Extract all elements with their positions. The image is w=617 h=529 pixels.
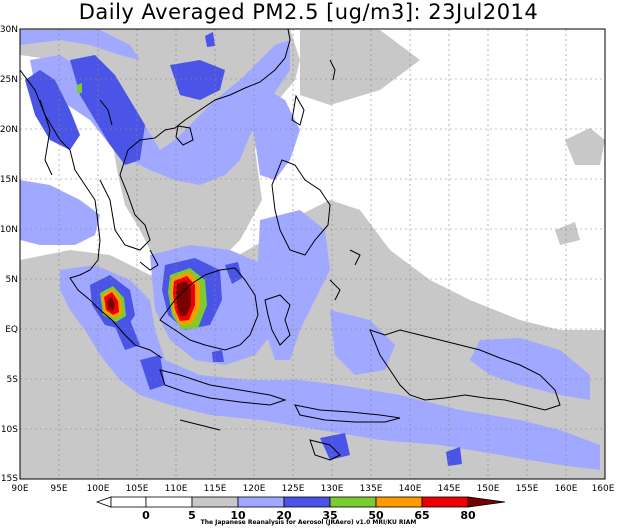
lon-label: 100E <box>87 484 110 494</box>
lon-label: 95E <box>50 484 67 494</box>
lat-label: 15S <box>1 474 18 484</box>
lon-label: 90E <box>11 484 28 494</box>
lon-label: 160E <box>555 484 578 494</box>
colorbar-segment <box>283 496 331 508</box>
grid-lines <box>20 29 605 479</box>
lat-label: 5N <box>6 275 18 285</box>
longitude-labels: 90E 95E 100E 105E 110E 115E 120E 125E 13… <box>11 484 577 494</box>
lon-label: 130E <box>321 484 344 494</box>
lat-label: 30N <box>0 25 18 35</box>
colorbar-segment <box>191 496 239 508</box>
coastlines <box>20 29 561 461</box>
lon-label: 135E <box>360 484 383 494</box>
colorbar-segment <box>237 496 285 508</box>
pm25-fields <box>20 29 605 479</box>
colorbar-label: 35 <box>322 509 337 522</box>
colorbar: 0 5 10 20 35 50 65 80 <box>95 496 506 522</box>
lat-label: 20N <box>0 125 18 135</box>
lat-label: 25N <box>0 75 18 85</box>
colorbar-segment <box>421 496 469 508</box>
lon-label: 105E <box>126 484 149 494</box>
colorbar-label: 5 <box>188 509 196 522</box>
colorbar-label: 80 <box>460 509 476 522</box>
colorbar-label: 10 <box>230 509 246 522</box>
colorbar-arrow-right <box>467 496 506 508</box>
lon-label: 140E <box>399 484 422 494</box>
lat-label: EQ <box>5 325 18 335</box>
lon-label: 115E <box>204 484 227 494</box>
credit-line: The Japanese Reanalysis for Aerosol (JRA… <box>200 519 417 526</box>
lon-label-end: 160E <box>592 484 615 494</box>
colorbar-label: 50 <box>368 509 384 522</box>
colorbar-label: 20 <box>276 509 292 522</box>
lon-label: 125E <box>282 484 305 494</box>
lon-label: 150E <box>477 484 500 494</box>
colorbar-label: 0 <box>142 509 150 522</box>
lon-label: 110E <box>165 484 188 494</box>
lon-label: 145E <box>438 484 461 494</box>
colorbar-segment <box>375 496 423 508</box>
lat-label: 10N <box>0 225 18 235</box>
lat-label: 10S <box>1 425 18 435</box>
colorbar-segment <box>329 496 377 508</box>
lat-label: 5S <box>7 375 19 385</box>
colorbar-segment <box>145 496 193 508</box>
lat-label: 15N <box>0 175 18 185</box>
latitude-labels: 30N 25N 20N 15N 10N 5N EQ 5S 10S 15S <box>0 25 18 484</box>
map-title: Daily Averaged PM2.5 [ug/m3]: 23Jul2014 <box>78 0 539 24</box>
colorbar-arrow-left <box>95 496 112 508</box>
lon-label: 155E <box>516 484 539 494</box>
colorbar-label: 65 <box>414 509 429 522</box>
colorbar-segment <box>110 496 147 508</box>
lon-label: 120E <box>243 484 266 494</box>
pm25-band-over-80 <box>107 281 191 316</box>
map-frame <box>19 28 606 480</box>
